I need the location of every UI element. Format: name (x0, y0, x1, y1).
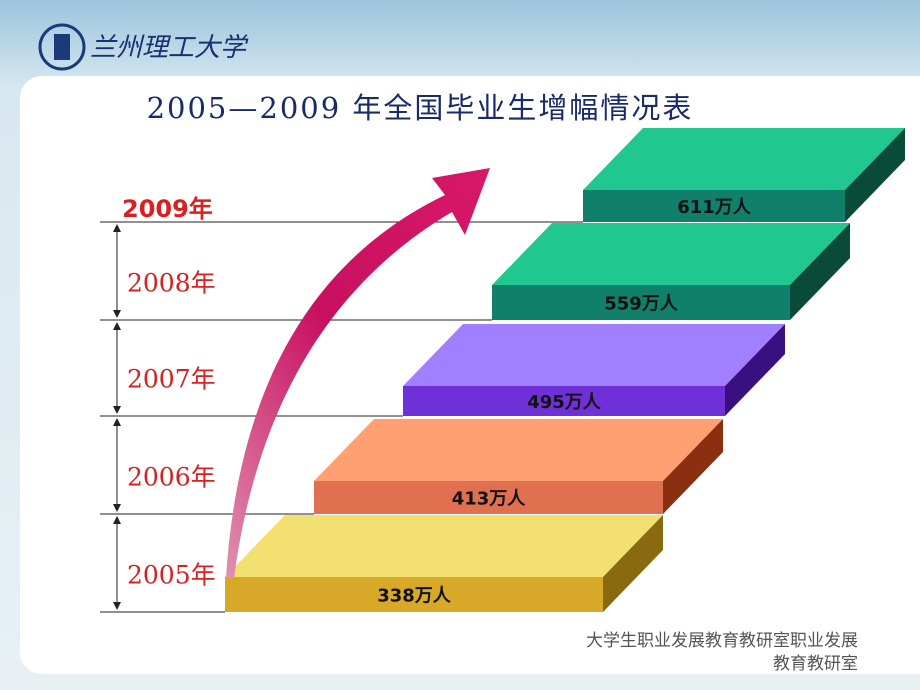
step-front (314, 481, 663, 514)
footer: 大学生职业发展教育教研室职业发展教育教研室 (586, 631, 858, 674)
step-label: 559万人 (604, 294, 679, 315)
growth-arrow (226, 168, 490, 578)
arrow-head (113, 224, 121, 232)
step-front (492, 285, 790, 320)
step-side (725, 324, 785, 416)
step-side (663, 419, 723, 514)
logo-building (54, 34, 70, 60)
logo-text: 兰州理工大学 (90, 33, 249, 63)
year-label: 2007年 (127, 365, 216, 394)
year-label: 2005年 (127, 561, 216, 590)
year-label: 2006年 (127, 463, 216, 492)
step-front (583, 190, 845, 222)
logo-ring (38, 23, 86, 71)
step-side (603, 515, 663, 612)
arrow-head (113, 516, 121, 524)
year-label: 2009年 (122, 195, 213, 223)
arrow-head (113, 406, 121, 414)
step-label: 413万人 (452, 489, 527, 510)
arrow-head (113, 310, 121, 318)
step-front (403, 386, 725, 416)
step-side (845, 128, 905, 222)
step-top (492, 223, 850, 285)
arrow-head (113, 322, 121, 330)
step-top (225, 515, 663, 577)
slide-title: 2005—2009 年全国毕业生增幅情况表 (147, 91, 694, 125)
step-top (403, 324, 785, 386)
step-front (225, 577, 603, 612)
step-label: 611万人 (677, 197, 752, 218)
arrow-head (113, 602, 121, 610)
step-label: 338万人 (377, 586, 452, 607)
step-top (314, 419, 723, 481)
arrow-head (113, 418, 121, 426)
year-label: 2008年 (127, 269, 216, 298)
step-label: 495万人 (527, 392, 602, 413)
step-side (790, 223, 850, 320)
arrow-head (113, 504, 121, 512)
step-top (583, 128, 905, 190)
